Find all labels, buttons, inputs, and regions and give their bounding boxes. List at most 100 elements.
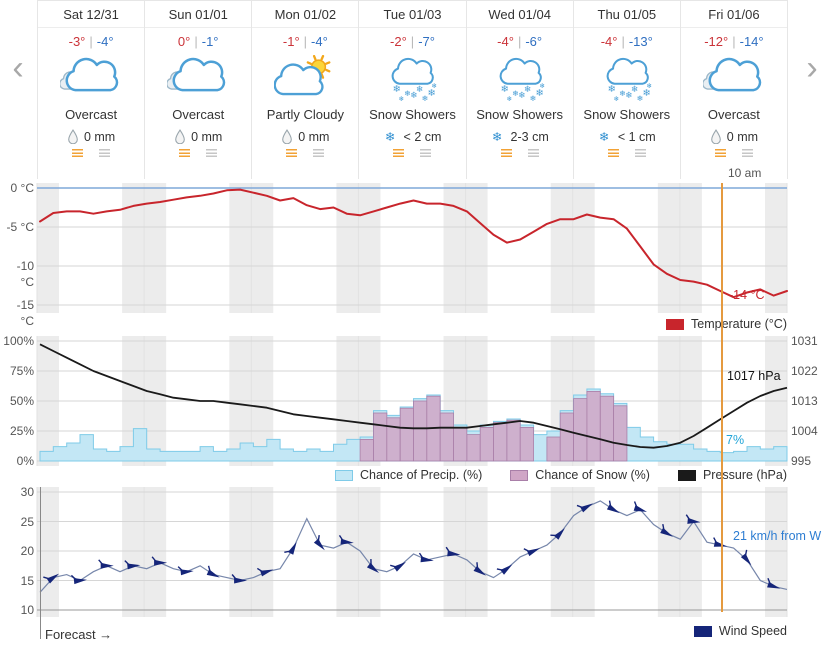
current-time-line (721, 183, 723, 612)
weather-icon (145, 52, 251, 104)
day-precip: 0 mm (145, 129, 251, 144)
snow-chance-legend-item: Chance of Snow (%) (510, 468, 650, 482)
day-date: Wed 01/04 (466, 1, 573, 28)
current-temperature-label: -14 °C (729, 288, 765, 302)
svg-text:❄: ❄ (599, 130, 609, 144)
wind-chart (36, 487, 788, 617)
predictability-indicator-icon (420, 149, 432, 157)
svg-text:❄: ❄ (524, 85, 531, 95)
svg-text:❄: ❄ (619, 88, 626, 97)
snow-chance-bar (413, 400, 428, 462)
wind-barb-icon (713, 537, 728, 547)
wind-barb-icon (576, 503, 594, 513)
night-stripe (37, 183, 59, 313)
svg-text:❄: ❄ (416, 85, 423, 95)
day-low: -6° (525, 34, 543, 49)
legend-label: Chance of Precip. (%) (360, 468, 483, 482)
snow-chance-bar (386, 417, 401, 462)
snowflake-icon: ❄ (384, 130, 394, 144)
svg-text:❄: ❄ (405, 88, 412, 97)
snow-chance-bar (559, 412, 574, 462)
svg-text:❄: ❄ (399, 94, 405, 101)
snow-showers-icon: ❄ ❄ ❄ ❄❄ ❄❄❄ (392, 57, 438, 102)
temp-separator: | (621, 34, 625, 49)
day-low: -1° (201, 34, 219, 49)
day-precip: 0 mm (252, 129, 358, 144)
wind-barb-icon (366, 559, 380, 574)
svg-text:❄: ❄ (646, 82, 652, 90)
day-desc: Overcast (172, 107, 225, 122)
day-desc: Snow Showers (583, 107, 671, 122)
wind-barb-icon (418, 552, 434, 563)
predictability-indicator-icon (313, 149, 325, 157)
day-precip-amount: 0 mm (298, 129, 330, 144)
precip-icon-wrap (281, 129, 293, 144)
wind-barb-icon (740, 549, 752, 566)
overcast-icon (702, 57, 762, 91)
day-precip-amount: < 2 cm (403, 129, 442, 144)
day-date: Sat 12/31 (38, 1, 145, 28)
chevron-left-icon[interactable]: ‹ (4, 48, 32, 88)
current-pressure-label: 1017 hPa (727, 369, 781, 383)
weather-icon (681, 52, 787, 104)
sunshine-indicator-icon (500, 149, 512, 157)
day-high: -4° (497, 34, 514, 49)
precip-icon-wrap (710, 129, 722, 144)
day-column[interactable]: Sat 12/31 -3° | -4° Overcast 0 mm (38, 1, 146, 179)
wind-barb-icon (606, 500, 620, 514)
svg-text:❄: ❄ (393, 84, 401, 95)
pressure-line (39, 343, 788, 449)
day-column[interactable]: Thu 01/05 -4° | -13° ❄ ❄ ❄ ❄ ❄ ❄ ❄ ❄ Snow Showers… (573, 1, 681, 179)
day-indicators (574, 149, 680, 157)
day-precip-amount: 2-3 cm (510, 129, 549, 144)
wind-barb-icon (550, 528, 565, 540)
day-column[interactable]: Tue 01/03 -2° | -7° ❄ ❄ ❄ ❄ ❄ ❄ ❄ ❄ Snow Showers … (359, 1, 467, 179)
wind-barb-icon (473, 562, 487, 576)
day-column[interactable]: Fri 01/06 -12° | -14° Overcast 0 mm (680, 1, 788, 179)
raindrop-icon (710, 129, 721, 144)
day-column[interactable]: Mon 01/02 -1° | -4° Partly Cloudy 0 mm (252, 1, 360, 179)
day-temps: -12° | -14° (681, 34, 787, 49)
snow-chance-bar (613, 405, 628, 462)
snow-chance-bar (479, 427, 494, 462)
chevron-right-icon[interactable]: › (798, 48, 826, 88)
snowflake-icon: ❄ (599, 130, 609, 144)
temp-separator: | (194, 34, 198, 49)
day-low: -4° (96, 34, 114, 49)
svg-text:❄: ❄ (636, 93, 643, 101)
day-column[interactable]: Wed 01/04 -4° | -6° ❄ ❄ ❄ ❄ ❄ ❄ ❄ ❄ Snow Showers … (466, 1, 574, 179)
sunshine-indicator-icon (72, 149, 84, 157)
day-desc: Partly Cloudy (266, 107, 344, 122)
day-date: Fri 01/06 (680, 1, 787, 28)
svg-text:❄: ❄ (607, 84, 615, 95)
day-high: -2° (390, 34, 407, 49)
temperature-line (39, 188, 788, 299)
day-indicators (145, 149, 251, 157)
day-high: 0° (177, 34, 191, 49)
day-column[interactable]: Sun 01/01 0° | -1° Overcast 0 mm (145, 1, 253, 179)
wind-barb-icon (523, 548, 540, 557)
precip-chance-legend-item: Chance of Precip. (%) (335, 468, 482, 482)
wind-barb-icon (445, 546, 461, 557)
predictability-indicator-icon (741, 149, 753, 157)
temp-separator: | (732, 34, 736, 49)
temperature-chart (36, 183, 788, 313)
svg-text:❄: ❄ (631, 85, 638, 95)
temperature-swatch (666, 318, 684, 330)
wind-barb-icon (98, 559, 114, 569)
svg-text:❄: ❄ (491, 130, 501, 144)
svg-text:❄: ❄ (518, 90, 525, 100)
snow-chance-bar (399, 407, 414, 462)
partly-cloudy-icon (274, 54, 331, 95)
snow-chance-bar (466, 434, 481, 462)
wind-barb-icon (124, 560, 141, 570)
y-axis-line (40, 487, 41, 639)
day-high: -4° (600, 34, 618, 49)
day-low: -13° (628, 34, 653, 49)
precip-chance-swatch (335, 469, 354, 481)
day-temps: -2° | -7° (359, 34, 465, 49)
day-precip: ❄ < 1 cm (574, 129, 680, 145)
day-desc: Snow Showers (369, 107, 456, 122)
precip-icon-wrap: ❄ (384, 129, 399, 144)
predictability-indicator-icon (99, 149, 111, 157)
